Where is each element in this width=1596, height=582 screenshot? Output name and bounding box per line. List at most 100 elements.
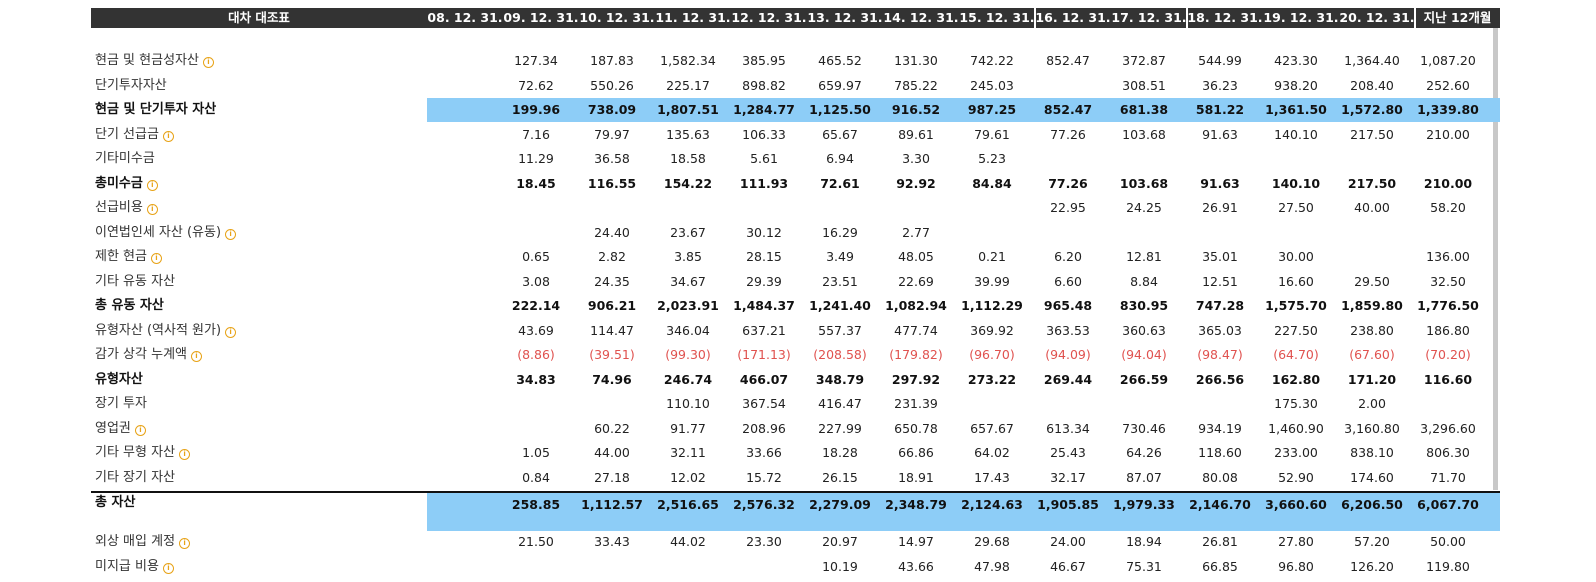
cell-value: 92.92 [896, 175, 936, 191]
cell-value: 111.93 [739, 175, 789, 191]
cell-value [503, 394, 579, 414]
cell-value: 273.22 [967, 371, 1017, 387]
cell-value: 3,296.60 [1420, 420, 1476, 436]
cell-value: 477.74 [894, 322, 938, 338]
cell-value [959, 198, 1035, 218]
cell-value: (171.13) [737, 347, 791, 362]
cell-value: 613.34 [1046, 420, 1090, 436]
cell-value: 116.55 [587, 175, 637, 191]
cell-value: 1,575.70 [1265, 298, 1327, 313]
cell-value: 23.30 [746, 534, 782, 549]
cell-value [731, 198, 807, 218]
cell-value: 16.60 [1278, 273, 1314, 289]
cell-value: 0.21 [978, 249, 1006, 264]
info-icon[interactable]: i [162, 562, 174, 574]
cell-value: 637.21 [742, 322, 786, 338]
cell-value: 18.45 [516, 175, 556, 191]
cell-value: 2,124.63 [961, 497, 1023, 512]
column-header: 13. 12. 31. [807, 10, 883, 25]
cell-value [1187, 149, 1263, 169]
cell-value: 5.61 [750, 151, 778, 166]
cell-value: 33.43 [594, 534, 630, 549]
header-separator [1186, 8, 1188, 28]
info-icon[interactable]: i [225, 326, 237, 338]
cell-value: 103.68 [1122, 126, 1166, 142]
cell-value: 18.94 [1126, 534, 1162, 549]
cell-value [1111, 394, 1187, 414]
column-header: 14. 12. 31. [883, 10, 959, 25]
cell-value: 50.00 [1430, 534, 1466, 549]
cell-value: 16.29 [822, 224, 858, 240]
cell-value [1339, 149, 1415, 169]
info-icon[interactable]: i [162, 130, 174, 142]
cell-value: 2,576.32 [733, 497, 795, 512]
row-label: 단기 선급금 i [95, 125, 174, 145]
column-header: 10. 12. 31. [579, 10, 655, 25]
cell-value: 208.96 [742, 420, 786, 436]
info-icon[interactable]: i [150, 253, 162, 264]
info-icon[interactable]: i [146, 179, 158, 191]
cell-value: 266.56 [1195, 371, 1245, 387]
info-icon[interactable]: i [134, 424, 146, 436]
cell-value: 898.82 [742, 77, 786, 93]
cell-value: 3.49 [826, 249, 854, 264]
cell-value: 48.05 [898, 249, 934, 264]
cell-value: 6.94 [826, 151, 854, 166]
cell-value: 43.69 [518, 322, 554, 338]
cell-value: 246.74 [663, 371, 713, 387]
cell-value: (96.70) [969, 347, 1015, 362]
column-header: 18. 12. 31. [1187, 10, 1263, 25]
cell-value: 22.69 [898, 273, 934, 289]
cell-value: 79.97 [594, 126, 630, 142]
cell-value: 199.96 [511, 102, 561, 117]
cell-value: 747.28 [1195, 298, 1245, 313]
column-header: 16. 12. 31. [1035, 10, 1111, 25]
cell-value: 965.48 [1043, 298, 1093, 313]
info-icon[interactable]: i [146, 204, 158, 215]
cell-value [1111, 149, 1187, 169]
cell-value: 1,859.80 [1341, 298, 1403, 313]
info-icon[interactable]: i [179, 449, 191, 460]
cell-value: 12.81 [1126, 249, 1162, 264]
cell-value: 12.51 [1202, 273, 1238, 289]
info-icon[interactable]: i [202, 57, 214, 68]
row-label: 영업권 i [95, 419, 146, 439]
cell-value: 35.01 [1202, 249, 1238, 264]
label-text: 현금 및 현금성자산 [95, 53, 199, 68]
column-header: 12. 12. 31. [731, 10, 807, 25]
cell-value: 308.51 [1122, 77, 1166, 93]
info-icon[interactable]: i [179, 538, 191, 549]
cell-value: 136.00 [1426, 249, 1470, 264]
cell-value: 34.83 [516, 371, 556, 387]
cell-value: 852.47 [1046, 53, 1090, 68]
cell-value: 227.50 [1274, 322, 1318, 338]
label-text: 이연법인세 자산 (유동) [95, 224, 222, 240]
cell-value: 372.87 [1122, 53, 1166, 68]
cell-value: 44.02 [670, 534, 706, 549]
cell-value [1035, 149, 1111, 169]
cell-value: 116.60 [1423, 371, 1473, 387]
info-icon[interactable]: i [191, 351, 202, 362]
cell-value: 26.15 [822, 469, 858, 485]
row-label: 기타 장기 자산 [95, 468, 175, 488]
cell-value [503, 198, 579, 218]
label-text: 단기투자자산 [95, 77, 167, 93]
column-header: 20. 12. 31. [1339, 10, 1415, 25]
cell-value: 742.22 [970, 53, 1014, 68]
cell-value [1187, 223, 1263, 243]
cell-value [1187, 394, 1263, 414]
cell-value: 369.92 [970, 322, 1014, 338]
cell-value: 2,023.91 [657, 298, 719, 313]
column-header: 19. 12. 31. [1263, 10, 1339, 25]
cell-value: 681.38 [1119, 102, 1169, 117]
cell-value [1035, 223, 1111, 243]
cell-value [579, 198, 655, 218]
cell-value: 346.04 [666, 322, 710, 338]
cell-value: 3.08 [522, 273, 550, 289]
info-icon[interactable]: i [225, 228, 237, 240]
header-bar [91, 8, 1500, 28]
cell-value: 348.79 [815, 371, 865, 387]
cell-value: 1,572.80 [1341, 102, 1403, 117]
cell-value [579, 394, 655, 414]
cell-value: 297.92 [891, 371, 941, 387]
